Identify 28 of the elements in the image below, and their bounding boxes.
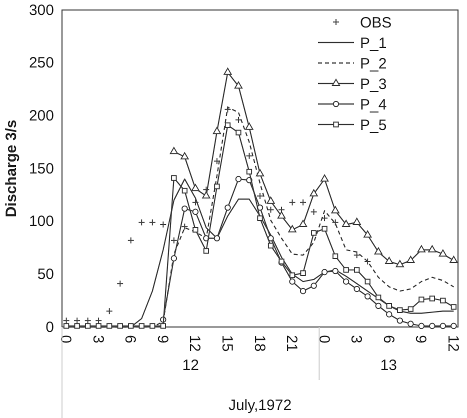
x-tick-label: 9 [412,335,430,344]
text: 12 [182,357,199,374]
legend-label: OBS [360,14,392,32]
x-tick-label: 0 [315,335,332,344]
x-axis-title: July,1972 [228,397,292,414]
y-tick-label: 100 [28,213,54,230]
x-tick-label: 9 [154,335,171,344]
x-tick-label: 3 [348,335,365,344]
x-tick-label: 12 [186,335,204,352]
y-axis-title: Discharge 3/s [3,120,20,218]
legend-label: P_5 [360,116,387,134]
x-tick-label: 6 [122,335,139,344]
legend-label: P_3 [360,76,387,93]
legend-label: P_2 [360,55,387,72]
y-tick-label: 150 [28,160,54,178]
x-tick-label: 3 [89,335,106,344]
legend-label: P_1 [360,34,387,52]
legend-label: P_4 [360,96,387,114]
x-tick-label: 15 [218,335,236,352]
y-tick-label: 250 [28,54,54,72]
x-tick-label: 6 [380,335,397,344]
y-tick-label: 300 [28,2,54,19]
y-tick-label: 50 [37,266,54,283]
x-tick-label: 12 [444,335,462,352]
text: 13 [380,357,397,374]
x-tick-label: 21 [283,335,300,352]
x-tick-label: 18 [250,335,268,352]
y-tick-label: 200 [28,107,54,124]
